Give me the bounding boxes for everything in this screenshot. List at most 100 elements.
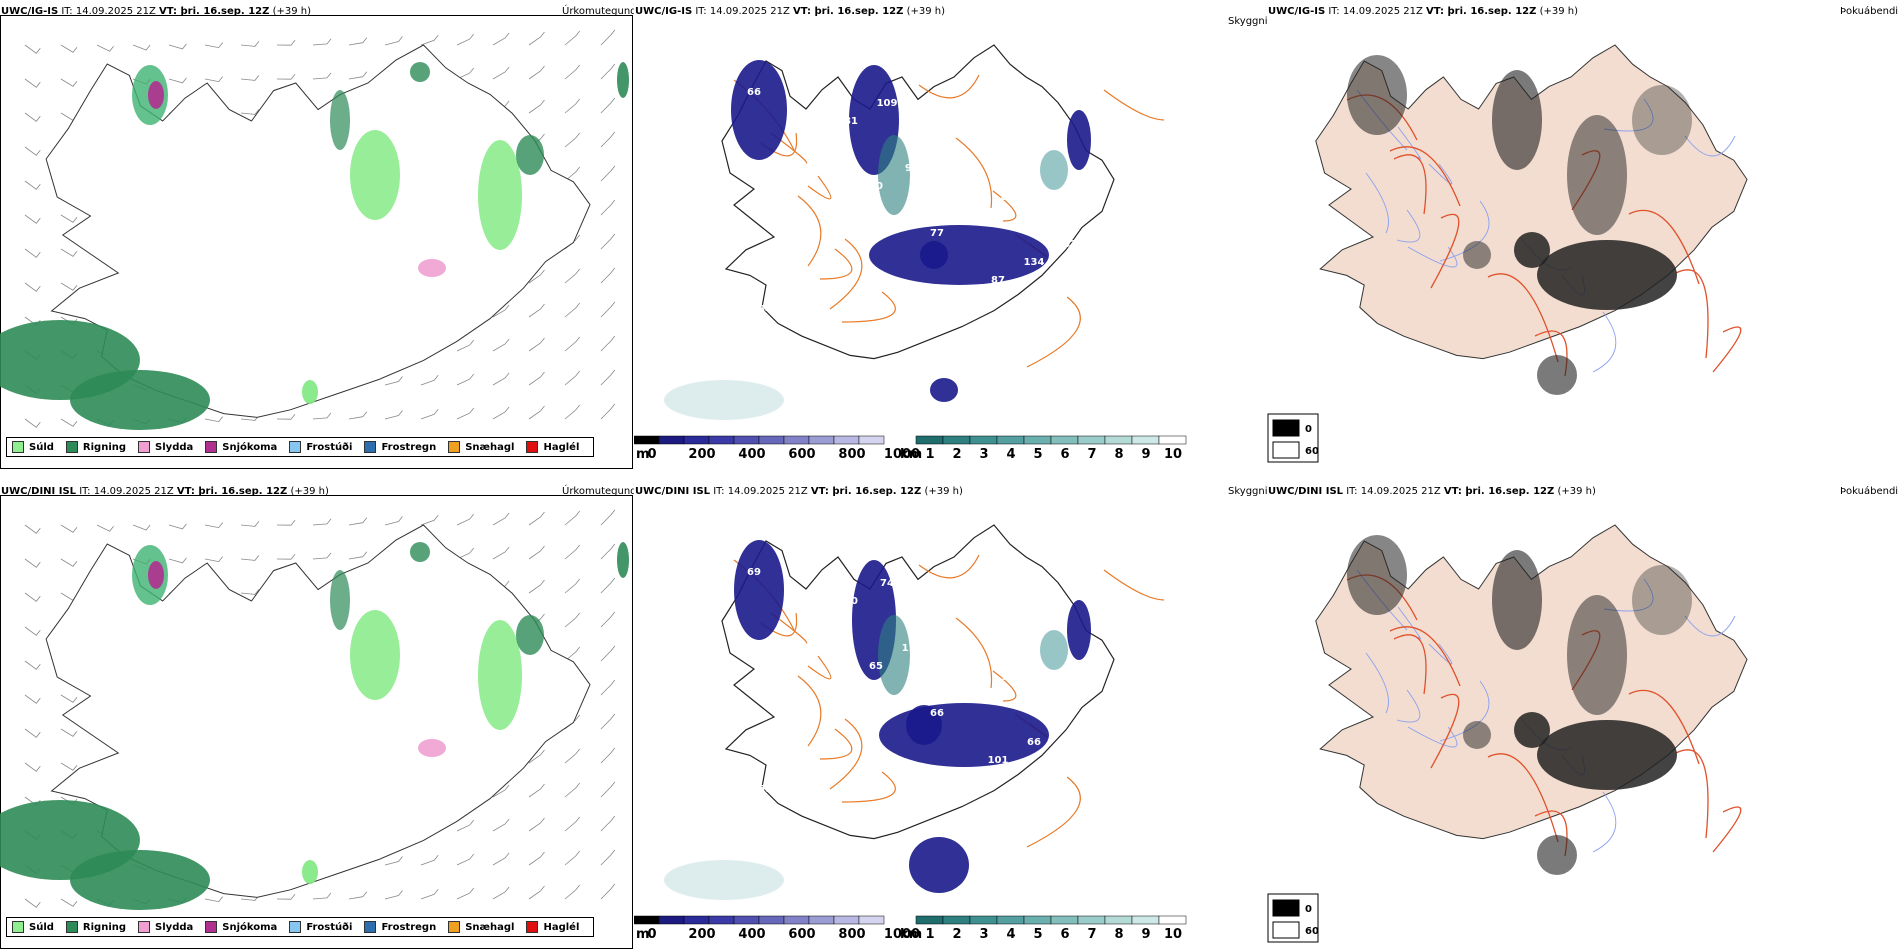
model-name: UWC/IG-IS <box>635 6 693 17</box>
field-area <box>617 62 629 98</box>
legend-swatch <box>205 441 218 453</box>
field-area <box>1537 720 1677 790</box>
valid-time: þri. 16.sep. 12Z <box>1461 486 1555 497</box>
wind-barb <box>24 558 41 568</box>
colorbar-tick: 9 <box>1141 927 1150 942</box>
wind-barb <box>528 749 545 764</box>
road-line <box>1487 273 1559 363</box>
wind-barb <box>24 112 41 122</box>
wind-barb <box>528 579 545 594</box>
colorbar-cell <box>942 915 971 925</box>
valid-time: þri. 16.sep. 12Z <box>1444 6 1537 17</box>
wind-barb <box>456 853 475 866</box>
colorbar-m: m0 200 400 600 800 1000 <box>634 435 920 462</box>
panel-title: UWC/DINI ISL IT: 14.09.2025 21Z VT: þri.… <box>1268 486 1596 497</box>
road-line <box>955 137 993 209</box>
value-label: 66 <box>941 145 955 156</box>
wind-barb <box>528 371 545 386</box>
wind-barb <box>60 728 78 737</box>
wind-barb <box>60 524 78 533</box>
wind-barb <box>348 71 368 80</box>
colorbar-tick: 800 <box>838 927 865 942</box>
wind-barb <box>24 146 41 156</box>
legend-item-5: Frostregn <box>364 921 436 933</box>
legend-swatch <box>205 921 218 933</box>
init-time: IT: 14.09.2025 21Z <box>58 6 160 17</box>
wind-barb <box>528 817 545 832</box>
vt-label: VT: <box>810 486 829 497</box>
wind-barb <box>564 132 581 148</box>
wind-barb <box>564 816 581 832</box>
wind-barb <box>384 516 403 526</box>
wind-barb <box>600 509 616 526</box>
wind-barb <box>240 41 260 47</box>
colorbar-tick: 6 <box>1060 447 1069 462</box>
precip-panel-bottom: UWC/DINI ISL IT: 14.09.2025 21Z VT: þri.… <box>0 480 634 950</box>
field-area <box>878 135 910 215</box>
wind-barb <box>168 77 187 84</box>
wind-barb <box>456 513 475 526</box>
wind-barb <box>600 301 616 318</box>
colorbar-tick: 3 <box>979 927 988 942</box>
value-label: 66 <box>1027 737 1041 748</box>
field-area <box>1492 70 1542 170</box>
colorbar-tick: 9 <box>1141 447 1150 462</box>
colorbar-cell <box>708 435 735 445</box>
wind-barb <box>528 269 545 284</box>
river-line <box>1396 209 1421 243</box>
fog-panel-bottom: UWC/DINI ISL IT: 14.09.2025 21Z VT: þri.… <box>1267 480 1900 950</box>
model-name: UWC/IG-IS <box>1 6 59 17</box>
wind-barb <box>456 339 475 352</box>
wind-barb <box>492 852 510 866</box>
precip-panel-top: UWC/IG-IS IT: 14.09.2025 21Z VT: þri. 16… <box>0 0 634 470</box>
legend-label: Snjókoma <box>222 441 278 453</box>
colorbar-tick: 600 <box>788 927 815 942</box>
field-area <box>1567 115 1627 235</box>
wind-barb <box>24 214 41 224</box>
field-area <box>909 837 969 893</box>
vt-label: VT: <box>176 486 195 497</box>
road-line <box>1389 626 1461 687</box>
colorbar-cell <box>808 915 835 925</box>
colorbar-cell <box>833 435 860 445</box>
value-label: 134 <box>1024 257 1045 268</box>
colorbar-tick: 4 <box>1006 447 1015 462</box>
road-line <box>807 175 832 200</box>
road-line <box>1026 776 1081 848</box>
legend-item-3: Snjókoma <box>205 441 277 453</box>
wind-barb <box>24 418 41 428</box>
legend-label: Haglél <box>543 921 580 933</box>
colorbar-cell <box>758 915 785 925</box>
legend-item-5: Frostregn <box>364 441 436 453</box>
wind-barb <box>132 524 151 531</box>
colorbar-cell <box>1158 435 1187 445</box>
wind-barb <box>492 32 510 46</box>
wind-barb <box>312 38 332 46</box>
value-label: 74 <box>880 578 894 589</box>
colorbar-tick: 0 <box>647 927 656 942</box>
value-label: 90 <box>844 596 858 607</box>
wind-barb <box>60 694 78 703</box>
wind-barb <box>204 42 224 49</box>
wind-barb <box>60 44 78 53</box>
precip-fields <box>0 62 629 430</box>
value-label: 94 <box>905 163 919 174</box>
colorbar-tick: 1000 <box>884 927 920 942</box>
fog-panel-top: UWC/IG-IS IT: 14.09.2025 21Z VT: þri. 16… <box>1267 0 1900 470</box>
wind-barb <box>204 522 224 529</box>
field-area <box>617 542 629 578</box>
lead-time: (+39 h) <box>1554 486 1596 497</box>
wind-barb <box>600 815 616 832</box>
legend-swatch <box>138 921 151 933</box>
road-line <box>955 617 993 689</box>
legend-swatch <box>1272 441 1300 459</box>
field-area <box>330 570 350 630</box>
value-label: 81 <box>844 116 858 127</box>
visibility-label: Skyggni <box>1228 16 1267 27</box>
wind-barb <box>204 556 224 563</box>
river-line <box>1365 652 1389 714</box>
field-area <box>878 615 910 695</box>
legend-swatch <box>12 441 24 453</box>
wind-barb <box>348 411 368 420</box>
init-time: IT: 14.09.2025 21Z <box>76 486 177 497</box>
